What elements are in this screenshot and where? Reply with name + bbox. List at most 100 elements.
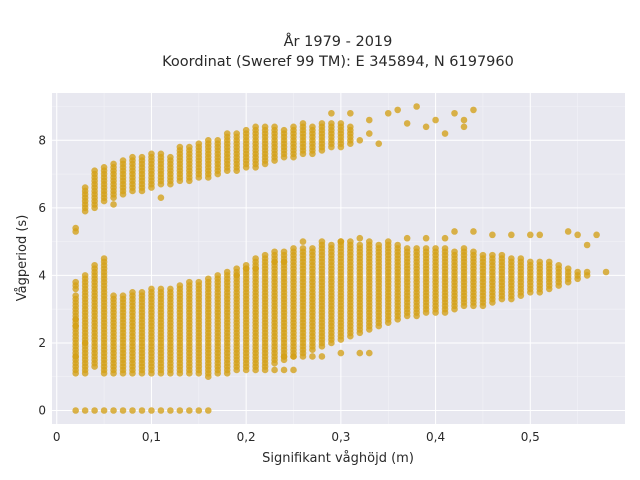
- data-point: [451, 248, 458, 256]
- data-point: [91, 167, 98, 174]
- data-point: [290, 366, 297, 374]
- data-point: [72, 224, 79, 232]
- data-point: [337, 120, 345, 127]
- data-point: [157, 150, 165, 158]
- x-tick-label: 0,2: [237, 430, 256, 444]
- data-point: [91, 407, 98, 414]
- data-point: [176, 282, 184, 289]
- data-point: [91, 261, 98, 269]
- data-point: [508, 231, 515, 239]
- data-point: [148, 150, 155, 158]
- x-tick-label: 0,5: [521, 430, 540, 444]
- data-point: [72, 292, 79, 299]
- data-point: [441, 234, 449, 242]
- data-point: [129, 153, 136, 161]
- data-point: [564, 265, 572, 272]
- data-point: [394, 241, 401, 249]
- data-point: [413, 245, 420, 252]
- data-point: [318, 120, 326, 127]
- data-point: [328, 241, 335, 249]
- data-point: [498, 251, 506, 259]
- data-point: [384, 238, 392, 245]
- y-tick-label: 6: [38, 201, 46, 215]
- data-point: [536, 231, 544, 239]
- data-point: [186, 143, 193, 151]
- data-point: [204, 136, 212, 144]
- data-point: [555, 261, 562, 269]
- y-tick-label: 4: [38, 268, 46, 282]
- data-point: [119, 292, 127, 299]
- data-point: [157, 285, 165, 293]
- data-point: [195, 407, 203, 414]
- data-point: [422, 245, 430, 252]
- data-point: [403, 234, 411, 242]
- data-point: [526, 231, 534, 239]
- data-point: [280, 353, 288, 360]
- data-points: [72, 103, 610, 414]
- data-point: [413, 103, 420, 110]
- data-point: [81, 272, 89, 279]
- data-point: [602, 268, 610, 276]
- data-point: [536, 258, 544, 266]
- data-point: [489, 251, 496, 259]
- data-point: [337, 238, 345, 245]
- data-point: [167, 285, 174, 293]
- x-tick-label: 0,4: [426, 430, 445, 444]
- data-point: [186, 278, 193, 286]
- data-point: [157, 194, 165, 201]
- y-tick-label: 2: [38, 336, 46, 350]
- data-point: [328, 120, 335, 127]
- data-point: [129, 288, 136, 296]
- data-point: [422, 123, 430, 131]
- y-tick-labels: 0 2 4 6 8: [38, 133, 46, 417]
- data-point: [299, 245, 307, 252]
- data-point: [138, 288, 146, 296]
- data-point: [432, 245, 439, 252]
- data-point: [375, 241, 383, 249]
- data-point: [110, 201, 117, 208]
- data-point: [347, 109, 354, 117]
- data-point: [271, 366, 278, 374]
- data-point: [403, 120, 411, 127]
- data-point: [564, 228, 572, 235]
- data-point: [100, 255, 108, 262]
- data-point: [119, 157, 127, 164]
- data-point: [242, 265, 250, 272]
- data-point: [100, 407, 108, 414]
- data-point: [72, 353, 79, 360]
- data-point: [290, 353, 297, 360]
- data-point: [261, 123, 269, 131]
- data-point: [403, 245, 411, 252]
- data-point: [299, 238, 307, 245]
- data-point: [460, 116, 468, 124]
- data-point: [280, 248, 288, 256]
- data-point: [583, 268, 591, 276]
- data-point: [347, 238, 354, 245]
- data-point: [252, 123, 259, 131]
- x-tick-label: 0,3: [331, 430, 350, 444]
- data-point: [356, 234, 364, 242]
- data-point: [81, 407, 89, 414]
- data-point: [470, 248, 477, 256]
- data-point: [233, 130, 240, 137]
- data-point: [261, 366, 269, 374]
- data-point: [365, 349, 373, 357]
- data-point: [309, 123, 316, 131]
- data-point: [138, 153, 146, 161]
- y-axis-label: Vågperiod (s): [15, 215, 30, 302]
- data-point: [526, 258, 534, 266]
- data-point: [271, 258, 278, 266]
- data-point: [470, 106, 477, 114]
- data-point: [290, 245, 297, 252]
- x-tick-labels: 0 0,1 0,2 0,3 0,4 0,5: [53, 430, 540, 444]
- data-point: [290, 123, 297, 131]
- data-point: [508, 255, 515, 262]
- data-point: [375, 140, 383, 147]
- data-point: [309, 353, 316, 360]
- data-point: [479, 251, 487, 259]
- data-point: [110, 407, 117, 414]
- data-point: [365, 238, 373, 245]
- data-point: [223, 130, 231, 137]
- data-point: [328, 109, 335, 117]
